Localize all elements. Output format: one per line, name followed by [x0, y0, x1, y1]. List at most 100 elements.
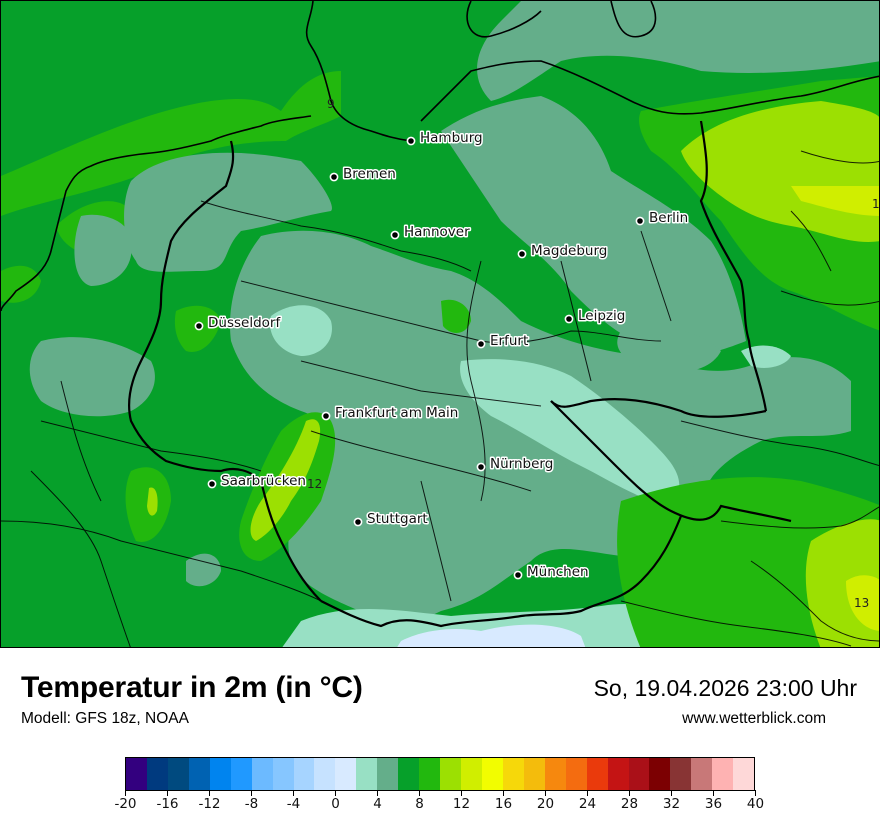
city-marker: Bremen: [329, 165, 397, 184]
valid-datetime: So, 19.04.2026 23:00 Uhr: [593, 675, 857, 701]
colorbar-segment: [272, 758, 294, 790]
city-marker: Stuttgart: [353, 510, 429, 529]
colorbar-tick: [335, 790, 336, 796]
colorbar-segment: [377, 758, 399, 790]
colorbar-segment: [440, 758, 461, 790]
city-label: Magdeburg: [531, 243, 607, 259]
colorbar-tick-label: 0: [331, 796, 340, 812]
colorbar-tick: [503, 790, 504, 796]
colorbar-segment: [293, 758, 315, 790]
city-label: Leipzig: [578, 308, 625, 324]
colorbar-segment: [691, 758, 713, 790]
colorbar-segment: [126, 758, 147, 790]
colorbar-segment: [230, 758, 252, 790]
colorbar-segment: [481, 758, 503, 790]
colorbar-segment: [586, 758, 608, 790]
city-label: Bremen: [343, 166, 396, 182]
map-title: Temperatur in 2m (in °C): [21, 671, 363, 704]
temperature-map: 9 12 12 13 Hamburg Bremen Berlin Hannover Magde…: [0, 0, 880, 648]
city-dot-icon: [513, 570, 523, 580]
colorbar-segment: [502, 758, 524, 790]
colorbar-segment: [670, 758, 692, 790]
city-marker: München: [513, 563, 590, 582]
city-marker: Hamburg: [406, 129, 484, 148]
city-marker: Nürnberg: [476, 455, 555, 474]
city-label: Hannover: [404, 224, 470, 240]
city-label: Berlin: [649, 210, 688, 226]
colorbar-tick: [755, 790, 756, 796]
website-link[interactable]: www.wetterblick.com: [682, 710, 826, 727]
colorbar-ticks: -20 -16 -12 -8 -4 0 4 8 12 16 20 24 28 32 36 40: [114, 790, 764, 820]
colorbar-segment: [314, 758, 336, 790]
colorbar-tick-label: 8: [415, 796, 424, 812]
colorbar-segment: [461, 758, 482, 790]
city-dot-icon: [635, 216, 645, 226]
colorbar-segment: [419, 758, 441, 790]
colorbar-tick-label: 28: [620, 796, 639, 812]
city-label: Hamburg: [420, 130, 483, 146]
colorbar-tick: [251, 790, 252, 796]
temperature-colorbar: [125, 757, 755, 791]
city-dot-icon: [207, 479, 217, 489]
colorbar-segment: [733, 758, 755, 790]
colorbar-tick: [167, 790, 168, 796]
city-marker: Frankfurt am Main: [321, 404, 460, 423]
city-marker: Erfurt: [476, 332, 530, 351]
colorbar-tick-label: 36: [704, 796, 723, 812]
colorbar-segment: [712, 758, 734, 790]
city-marker: Leipzig: [564, 307, 627, 326]
colorbar-segment: [251, 758, 273, 790]
colorbar-segment: [398, 758, 420, 790]
colorbar-tick: [587, 790, 588, 796]
city-label: Frankfurt am Main: [335, 405, 458, 421]
city-dot-icon: [476, 462, 486, 472]
colorbar-tick-label: 40: [746, 796, 765, 812]
colorbar-segment: [209, 758, 231, 790]
colorbar-tick-label: -8: [244, 796, 259, 812]
city-label: Düsseldorf: [208, 315, 281, 331]
colorbar-tick: [419, 790, 420, 796]
colorbar-segment: [523, 758, 545, 790]
colorbar-tick: [293, 790, 294, 796]
colorbar-tick: [545, 790, 546, 796]
colorbar-segment: [607, 758, 629, 790]
city-dot-icon: [194, 321, 204, 331]
city-marker: Magdeburg: [517, 242, 609, 261]
city-label: Stuttgart: [367, 511, 428, 527]
city-marker: Saarbrücken: [207, 472, 307, 491]
city-dot-icon: [321, 411, 331, 421]
colorbar-tick-label: -12: [198, 796, 221, 812]
colorbar-segment: [544, 758, 566, 790]
colorbar-segment: [146, 758, 168, 790]
colorbar-segment: [628, 758, 650, 790]
colorbar-tick-label: -16: [156, 796, 179, 812]
city-layer: Hamburg Bremen Berlin Hannover Magdeburg Leip…: [194, 129, 690, 582]
colorbar-tick-label: 4: [373, 796, 382, 812]
colorbar-tick-label: 20: [536, 796, 555, 812]
colorbar-segment: [188, 758, 210, 790]
contour-value-label: 9: [327, 97, 335, 111]
colorbar-tick: [125, 790, 126, 796]
colorbar-tick-label: 24: [578, 796, 597, 812]
colorbar-segment: [356, 758, 378, 790]
city-dot-icon: [406, 136, 416, 146]
colorbar-tick: [377, 790, 378, 796]
colorbar-tick-label: 16: [494, 796, 513, 812]
model-label: Modell: GFS 18z, NOAA: [21, 710, 189, 727]
city-marker: Berlin: [635, 209, 690, 228]
map-canvas: 9 12 12 13 Hamburg Bremen Berlin Hannover Magde…: [1, 1, 879, 647]
colorbar-tick: [713, 790, 714, 796]
contour-value-label: 13: [854, 596, 869, 610]
colorbar-tick: [461, 790, 462, 796]
city-dot-icon: [564, 314, 574, 324]
city-label: Erfurt: [490, 333, 528, 349]
city-dot-icon: [329, 172, 339, 182]
colorbar-segment: [335, 758, 357, 790]
city-dot-icon: [390, 230, 400, 240]
colorbar-segment: [565, 758, 587, 790]
city-marker: Hannover: [390, 223, 472, 242]
city-marker: Düsseldorf: [194, 314, 283, 333]
colorbar-segment: [649, 758, 671, 790]
contour-labels: 9 12 12 13: [307, 97, 879, 610]
contour-value-label: 12: [307, 477, 322, 491]
